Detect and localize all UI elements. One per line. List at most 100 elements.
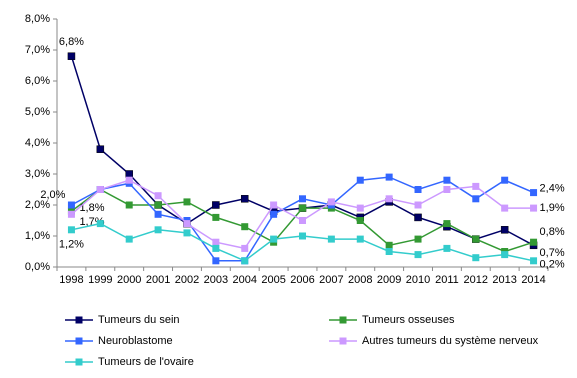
x-tick-label: 2009 [377, 274, 401, 286]
x-tick-label: 2014 [521, 274, 545, 286]
point [299, 195, 306, 203]
legend-label: Tumeurs osseuses [362, 314, 455, 326]
point [356, 217, 364, 224]
x-tick-label: 2001 [146, 274, 170, 286]
y-tick-label: 6,0% [25, 75, 50, 87]
point [443, 220, 451, 228]
x-tick-label: 2002 [175, 274, 199, 286]
x-tick-label: 2008 [348, 274, 372, 286]
x-tick-label: 2003 [204, 274, 228, 286]
point [327, 235, 335, 243]
point [125, 170, 133, 178]
point [385, 241, 393, 249]
legend-marker [75, 316, 83, 324]
point [472, 235, 480, 243]
point [241, 223, 249, 231]
point [96, 145, 105, 153]
point [241, 257, 249, 265]
y-tick-label: 7,0% [25, 44, 50, 56]
x-tick-label: 1998 [59, 274, 83, 286]
x-tick-label: 2013 [492, 274, 516, 286]
point [154, 201, 162, 209]
x-tick-label: 2000 [117, 274, 141, 286]
y-tick-label: 0,0% [25, 261, 50, 273]
point [414, 201, 422, 209]
point [270, 235, 278, 243]
point [241, 244, 249, 252]
point [299, 217, 306, 224]
x-tick-label: 2011 [435, 274, 459, 286]
point [443, 244, 451, 252]
x-tick-label: 2005 [261, 274, 285, 286]
point [96, 186, 104, 193]
point [183, 229, 191, 237]
point [154, 192, 162, 200]
legend-label: Neuroblastome [98, 335, 173, 347]
point [125, 176, 133, 184]
point [212, 238, 220, 246]
legend-label: Autres tumeurs du système nerveux [362, 335, 539, 347]
x-tick-label: 2012 [464, 274, 488, 286]
point [67, 201, 75, 209]
point [125, 201, 133, 209]
point [385, 173, 393, 181]
point [327, 198, 335, 206]
series-line [71, 222, 534, 262]
point [472, 195, 480, 203]
point [212, 201, 220, 209]
point [154, 210, 162, 218]
legend-marker [75, 358, 83, 366]
point [270, 201, 278, 209]
point [212, 213, 220, 221]
point [270, 210, 278, 218]
point [501, 251, 509, 259]
point [240, 195, 249, 203]
value-label: 2,4% [540, 183, 565, 195]
value-label: 0,7% [540, 247, 565, 259]
y-tick-label: 8,0% [25, 13, 50, 25]
point [530, 257, 538, 265]
point [530, 189, 538, 197]
point [212, 257, 220, 265]
point [356, 235, 364, 243]
point [385, 195, 393, 203]
y-tick-label: 4,0% [25, 137, 50, 149]
point [530, 238, 538, 246]
x-tick-label: 2004 [232, 274, 256, 286]
value-label: 6,8% [59, 36, 84, 48]
point [299, 204, 306, 212]
x-tick-label: 2010 [406, 274, 430, 286]
x-tick-label: 1999 [88, 274, 112, 286]
point [356, 176, 364, 184]
legend-label: Tumeurs du sein [98, 314, 180, 326]
point [356, 204, 364, 212]
point [212, 244, 220, 252]
legend-marker [339, 316, 347, 324]
x-tick-label: 2006 [290, 274, 314, 286]
legend-label: Tumeurs de l'ovaire [98, 356, 194, 368]
value-label: 1,2% [59, 239, 84, 251]
y-tick-label: 2,0% [25, 199, 50, 211]
point [414, 213, 422, 222]
value-label: 0,2% [540, 259, 565, 271]
legend-marker [339, 337, 347, 345]
x-tick-label: 2007 [319, 274, 343, 286]
value-label: 0,8% [540, 226, 565, 238]
series-line [70, 55, 534, 246]
point [385, 248, 393, 255]
point [414, 251, 422, 259]
point [183, 220, 191, 228]
point [414, 235, 422, 243]
value-label: 1,8% [79, 202, 104, 214]
point [125, 235, 133, 243]
point [443, 186, 451, 193]
value-label: 2,0% [40, 189, 65, 201]
point [183, 198, 191, 206]
legend-marker [75, 337, 83, 345]
point [299, 232, 306, 240]
point [501, 176, 509, 184]
point [67, 226, 75, 234]
y-tick-label: 3,0% [25, 168, 50, 180]
point [443, 176, 451, 184]
